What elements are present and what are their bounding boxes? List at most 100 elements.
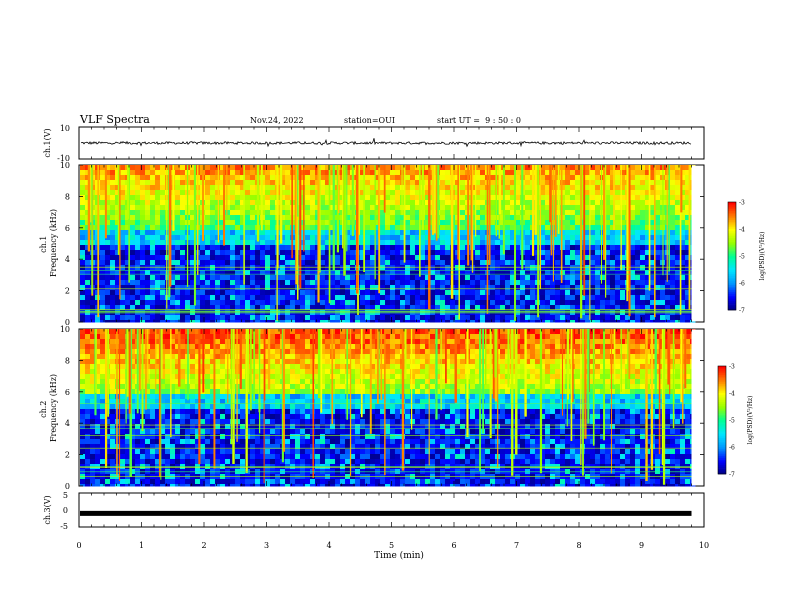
spectrogram-cell (325, 260, 331, 266)
spectrogram-cell (200, 320, 206, 323)
spectrogram-cell (255, 320, 261, 323)
spectrogram-cell (80, 185, 86, 191)
spectrogram-cell (220, 205, 226, 211)
spectrogram-cell (100, 339, 106, 345)
spectrogram-cell (550, 175, 556, 181)
spectrogram-cell (505, 225, 511, 231)
spectrogram-cell (605, 290, 611, 296)
spectrogram-cell (280, 280, 286, 286)
spectrogram-cell (120, 379, 126, 385)
spectrogram-cell (205, 230, 211, 236)
spectrogram-cell (505, 295, 511, 301)
spectrogram-cell (420, 245, 426, 251)
spectrogram-cell (590, 245, 596, 251)
spectrogram-cell (170, 384, 176, 390)
spectrogram-cell (250, 260, 256, 266)
spectrogram-cell (350, 265, 356, 271)
spectrogram-cell (500, 215, 506, 221)
spectrogram-cell (80, 255, 86, 261)
spectrogram-cell (305, 250, 311, 256)
spectrogram-cell (395, 305, 401, 311)
spectrogram-cell (160, 459, 166, 465)
spectrogram-cell (600, 240, 606, 246)
spectrogram-cell (235, 305, 241, 311)
spectrogram-cell (230, 305, 236, 311)
spectrogram-cell (410, 290, 416, 296)
spectrogram-cell (305, 165, 311, 171)
spectrogram-cell (85, 459, 91, 465)
spectrogram-cell (150, 315, 156, 321)
spectrogram-cell (500, 205, 506, 211)
spectrogram-cell (495, 285, 501, 291)
spectrogram-cell (150, 225, 156, 231)
spectrogram-cell (280, 165, 286, 171)
spectrogram-cell (270, 255, 276, 261)
spectrogram-cell (545, 285, 551, 291)
spectrogram-cell (165, 414, 171, 420)
spectrogram-cell (160, 329, 166, 335)
spectrogram-cell (210, 320, 216, 323)
spectrogram-cell (155, 180, 161, 186)
spectrogram-cell (680, 275, 686, 281)
spectrogram-cell (495, 165, 501, 171)
spectrogram-cell (465, 315, 471, 321)
spectrogram-cell (235, 195, 241, 201)
spectrogram-cell (205, 260, 211, 266)
spectrogram-cell (560, 270, 566, 276)
spectrogram-cell (620, 225, 626, 231)
spectrogram-cell (585, 315, 591, 321)
spectrogram-cell (110, 344, 116, 350)
spectrogram-cell (175, 205, 181, 211)
spectrogram-cell (425, 270, 431, 276)
spectrogram-cell (150, 170, 156, 176)
spectrogram-cell (370, 165, 376, 171)
spectrogram-cell (95, 419, 101, 425)
spectrogram-cell (170, 454, 176, 460)
spectrogram-cell (585, 170, 591, 176)
spectrogram-cell (575, 240, 581, 246)
spectrogram-cell (505, 255, 511, 261)
spectrogram-cell (210, 290, 216, 296)
spectrogram-cell (85, 409, 91, 415)
spectrogram-cell (310, 260, 316, 266)
spectrogram-cell (595, 270, 601, 276)
spectrogram-cell (200, 280, 206, 286)
spectrogram-cell (380, 245, 386, 251)
spectrogram-cell (645, 265, 651, 271)
spectrogram-cell (570, 190, 576, 196)
spectrogram-cell (425, 230, 431, 236)
spectrogram-cell (675, 170, 681, 176)
spectrogram-cell (115, 354, 121, 360)
spectrogram-cell (370, 275, 376, 281)
spectrogram-cell (305, 275, 311, 281)
spectrogram-cell (245, 215, 251, 221)
spectrogram-cell (105, 484, 111, 487)
spectrogram-cell (595, 170, 601, 176)
spectrogram-cell (130, 374, 136, 380)
spectrogram-cell (100, 359, 106, 365)
spectrogram-cell (140, 484, 146, 487)
spectrogram-cell (165, 230, 171, 236)
spectrogram-cell (125, 275, 131, 281)
spectrogram-cell (645, 250, 651, 256)
spectrogram-cell (150, 404, 156, 410)
spectrogram-cell (575, 270, 581, 276)
spectrogram-cell (320, 175, 326, 181)
spectrogram-cell (165, 175, 171, 181)
spectrogram-cell (640, 225, 646, 231)
spectrogram-cell (230, 205, 236, 211)
spectrogram-cell (530, 270, 536, 276)
spectrogram-cell (120, 170, 126, 176)
spectrogram-cell (85, 205, 91, 211)
spectrogram-cell (590, 320, 596, 323)
spectrogram-cell (190, 449, 196, 455)
spectrogram-cell (525, 280, 531, 286)
spectrogram-cell (475, 275, 481, 281)
spectrogram-cell (205, 449, 211, 455)
spectrogram-cell (680, 295, 686, 301)
spectrogram-cell (665, 255, 671, 261)
spectrogram-cell (340, 290, 346, 296)
spectrogram-cell (515, 235, 521, 241)
spectrogram-cell (305, 215, 311, 221)
spectrogram-cell (630, 225, 636, 231)
